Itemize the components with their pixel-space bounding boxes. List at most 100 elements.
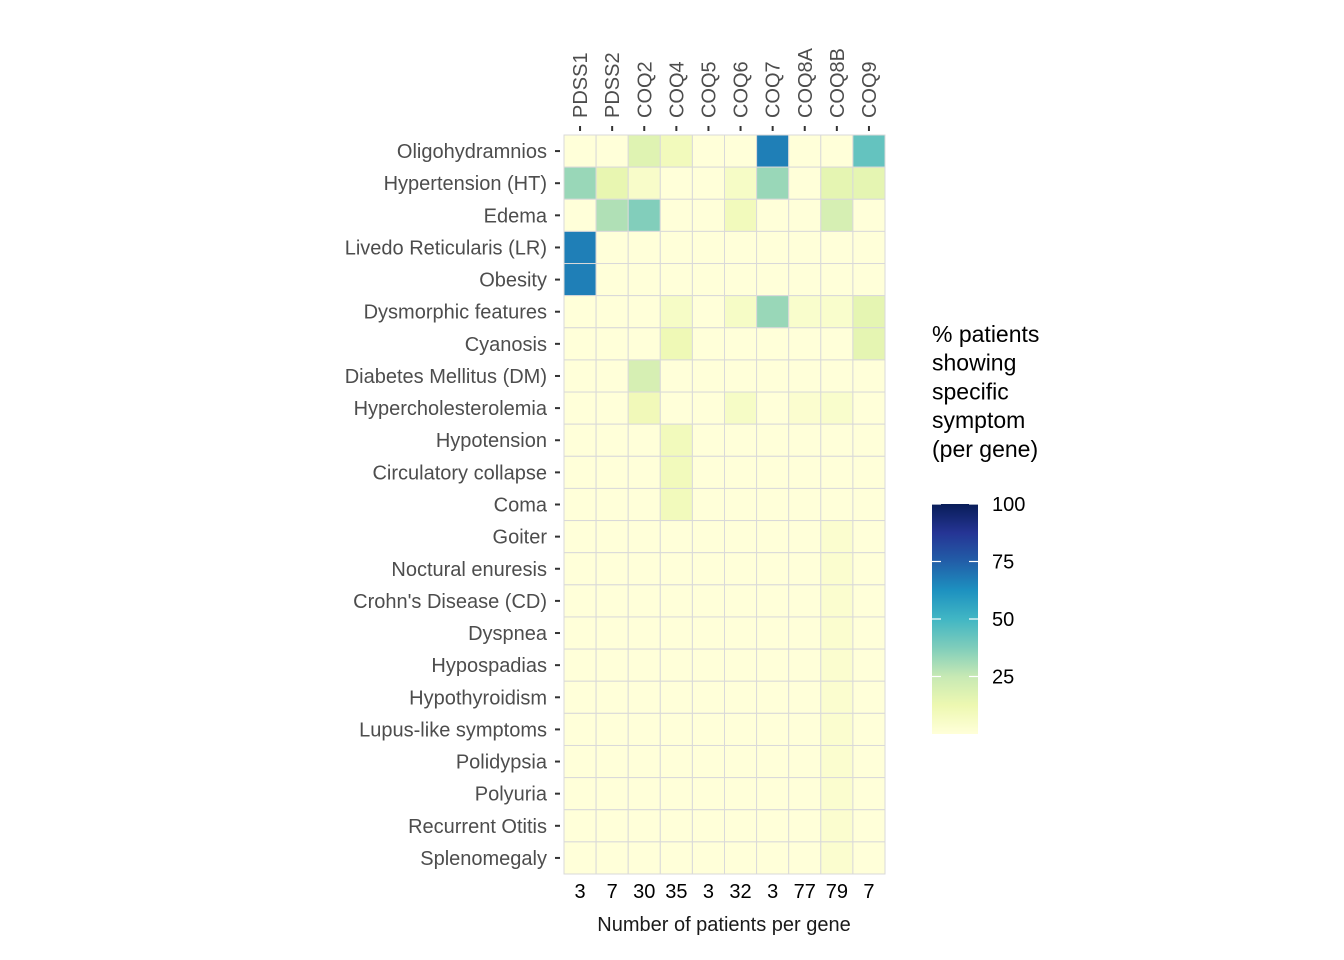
heatmap-cell [820, 616, 854, 650]
heatmap-cell [595, 423, 629, 457]
heatmap-cell [852, 391, 886, 425]
heatmap-cell [788, 423, 822, 457]
heatmap-cell [627, 648, 661, 682]
heatmap-cell [659, 777, 693, 811]
heatmap-cell [595, 198, 629, 232]
heatmap-cell [756, 552, 790, 586]
heatmap-cell [595, 520, 629, 554]
heatmap-cell [563, 680, 597, 714]
legend-break-label: 75 [992, 552, 1014, 574]
patient-count-label: 30 [633, 881, 655, 903]
heatmap-cell [756, 455, 790, 489]
heatmap-cell [563, 359, 597, 393]
heatmap-cell [724, 391, 758, 425]
heatmap-cell [659, 712, 693, 746]
heatmap-cell [788, 777, 822, 811]
y-tick-label: Obesity [479, 270, 547, 292]
heatmap-cell [595, 166, 629, 200]
heatmap-cell [756, 841, 790, 875]
heatmap-cell [852, 616, 886, 650]
legend-title-line: % patients [932, 321, 1039, 347]
legend-break-label: 25 [992, 667, 1014, 689]
heatmap-cell [595, 487, 629, 522]
patient-count-label: 32 [729, 881, 751, 903]
heatmap-cell [724, 359, 758, 393]
heatmap-cell [724, 712, 758, 746]
heatmap-cell [691, 584, 726, 618]
heatmap-cell [852, 712, 886, 746]
heatmap-cell [756, 520, 790, 554]
heatmap-cell [563, 230, 597, 265]
heatmap-cell [852, 295, 886, 329]
heatmap-cell [756, 263, 790, 297]
patient-count-label: 35 [665, 881, 687, 903]
y-tick-label: Hypospadias [431, 655, 547, 677]
y-tick-label: Polyuria [475, 784, 548, 806]
heatmap-cell [788, 230, 822, 265]
heatmap-cell [563, 809, 597, 843]
heatmap-cell [627, 263, 661, 297]
heatmap-cell [659, 584, 693, 618]
y-tick-label: Noctural enuresis [391, 559, 547, 581]
heatmap-cell [788, 166, 822, 200]
y-tick-label: Dyspnea [468, 623, 548, 645]
y-tick-label: Dysmorphic features [364, 302, 547, 324]
heatmap-cell [788, 134, 822, 168]
heatmap-cell [563, 455, 597, 489]
heatmap-cell [563, 198, 597, 232]
heatmap-cell [788, 584, 822, 618]
heatmap-cell [659, 455, 693, 489]
heatmap-cell [595, 744, 629, 779]
heatmap-cell [852, 327, 886, 361]
heatmap-cell [724, 455, 758, 489]
heatmap-cell [724, 295, 758, 329]
heatmap-cell [595, 327, 629, 361]
heatmap-cell [563, 712, 597, 746]
heatmap-cell [563, 584, 597, 618]
heatmap-cell [756, 198, 790, 232]
heatmap-cell [563, 520, 597, 554]
heatmap-cell [691, 744, 726, 779]
heatmap-cell [627, 327, 661, 361]
heatmap-cell [595, 295, 629, 329]
heatmap-cell [788, 391, 822, 425]
heatmap-cell [659, 680, 693, 714]
heatmap-cell [659, 327, 693, 361]
heatmap-cell [691, 455, 726, 489]
x-axis-patient-counts: 3 7 30 35 3 32 3 77 79 7 [574, 881, 874, 903]
x-axis-gene-labels: PDSS1 PDSS2 COQ2 COQ4 COQ5 COQ6 COQ7 COQ8A COQ8B… [570, 47, 881, 131]
heatmap-cell [627, 166, 661, 200]
heatmap-cell [627, 134, 661, 168]
heatmap-cell [595, 809, 629, 843]
heatmap-cell [724, 809, 758, 843]
heatmap-cell [659, 134, 693, 168]
heatmap-cell [756, 616, 790, 650]
y-tick-label: Hypothyroidism [409, 687, 547, 709]
heatmap-cell [820, 520, 854, 554]
heatmap-cell [852, 777, 886, 811]
heatmap-cell [627, 423, 661, 457]
heatmap-cell [595, 359, 629, 393]
heatmap-cell [820, 295, 854, 329]
heatmap-cell [563, 134, 597, 168]
heatmap-cell [788, 744, 822, 779]
heatmap-cell [852, 552, 886, 586]
heatmap-cell [724, 616, 758, 650]
patient-count-label: 77 [794, 881, 816, 903]
heatmap-cell [627, 455, 661, 489]
heatmap-cell [756, 391, 790, 425]
y-tick-label: Crohn's Disease (CD) [353, 591, 547, 613]
heatmap-cell [820, 230, 854, 265]
heatmap-cell [595, 391, 629, 425]
heatmap-cell [852, 487, 886, 522]
heatmap-cell [820, 423, 854, 457]
heatmap-cell [788, 809, 822, 843]
heatmap-cell [627, 520, 661, 554]
heatmap-cell [691, 391, 726, 425]
heatmap-cell [852, 809, 886, 843]
heatmap-cell [595, 680, 629, 714]
x-tick-label: COQ8B [827, 48, 849, 118]
legend-title-line: (per gene) [932, 436, 1038, 462]
heatmap-cell [724, 520, 758, 554]
